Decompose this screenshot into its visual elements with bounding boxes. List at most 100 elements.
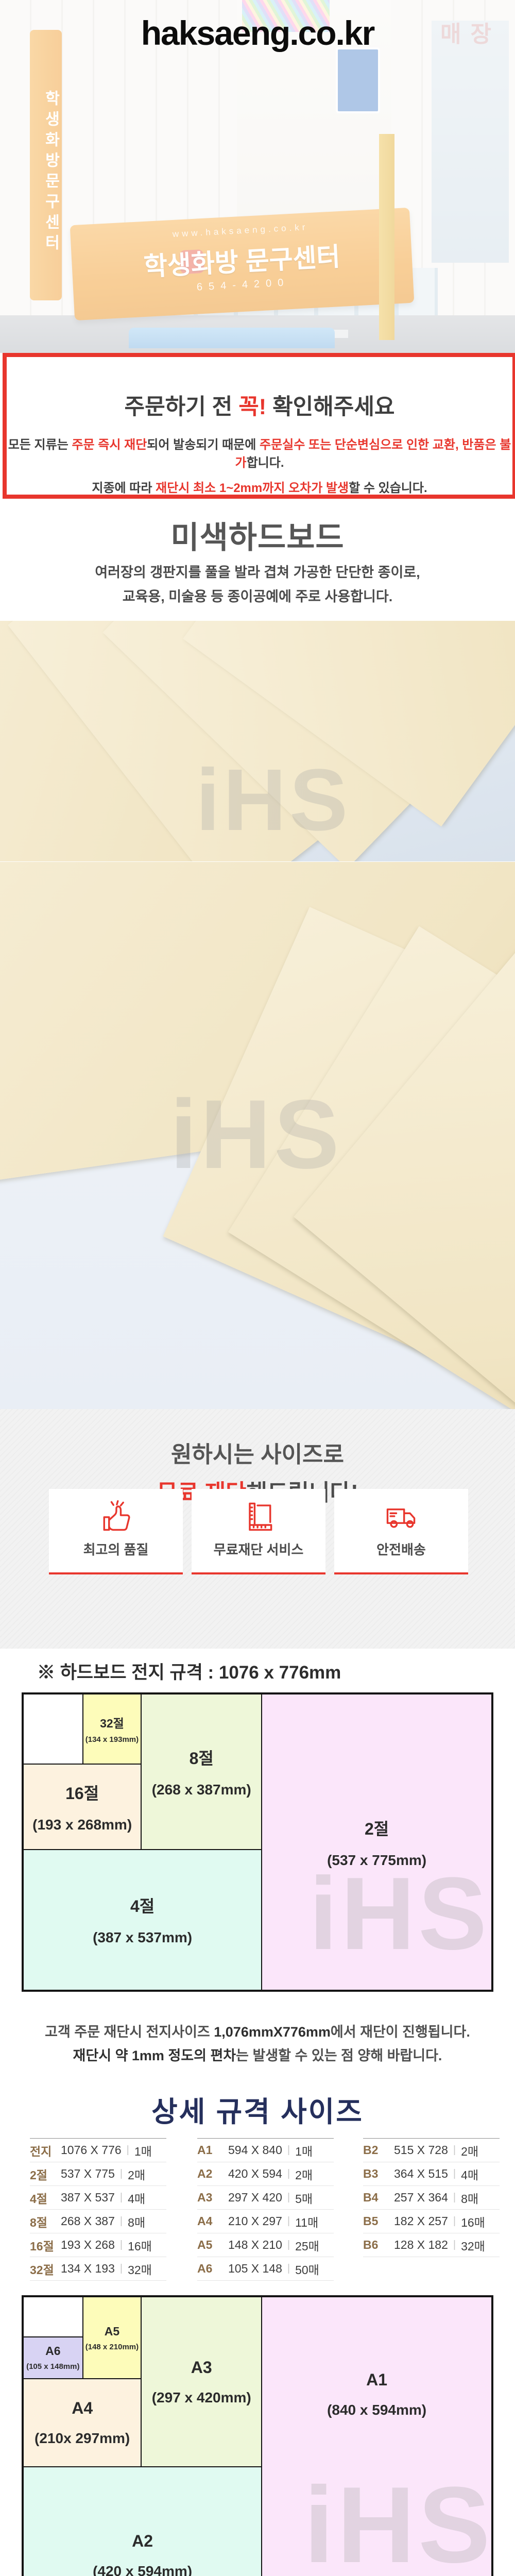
- card-label: 최고의 품질: [83, 1542, 149, 1557]
- table-row: B5 182 X 257 | 16매: [363, 2210, 500, 2233]
- feature-card-2: 무료재단 서비스: [192, 1489, 325, 1574]
- cell-name: 16절: [65, 1784, 99, 1803]
- row-label: 2절: [30, 2168, 47, 2182]
- row-divider: |: [119, 2215, 123, 2227]
- size-cell-A1: A1 (840 x 594mm): [262, 2297, 492, 2576]
- cell-dims: (134 x 193mm): [85, 1735, 139, 1744]
- cut-note-1: 고객 주문 재단시 전지사이즈 1,076mmX776mm에서 재단이 진행됩니…: [0, 2021, 515, 2041]
- row-size: 182 X 257: [394, 2214, 448, 2228]
- row-label: A3: [197, 2191, 213, 2204]
- table-row: B3 364 X 515 | 4매: [363, 2162, 500, 2186]
- row-divider: |: [287, 2192, 290, 2203]
- cell-dims: (210x 297mm): [35, 2430, 130, 2447]
- row-size: 515 X 728: [394, 2143, 448, 2157]
- size-cell-blank: [23, 2297, 83, 2337]
- row-count: 16매: [461, 2215, 485, 2229]
- text-segment: 주문하기 전: [124, 395, 239, 419]
- row-size: 134 X 193: [61, 2262, 115, 2275]
- row-label: 8절: [30, 2215, 47, 2229]
- watermark: iHS: [170, 1080, 342, 1189]
- thumbs-up-icon: [103, 1500, 130, 1531]
- row-size: 420 X 594: [228, 2167, 282, 2180]
- table-row: A3 297 X 420 | 5매: [197, 2186, 334, 2210]
- row-label: B5: [363, 2214, 379, 2228]
- text-segment: 재단시 최소 1~2mm까지 오차가 발생: [156, 481, 349, 495]
- cell-name: A5: [104, 2324, 120, 2338]
- row-divider: |: [126, 2144, 129, 2156]
- warning-frame: 주문하기 전 꼭! 확인해주세요 모든 지류는 주문 즉시 재단되어 발송되기 …: [3, 353, 515, 499]
- a-size-diagram: A6 (105 x 148mm) A5 (148 x 210mm) A4 (210x 29…: [22, 2295, 493, 2576]
- row-label: 4절: [30, 2192, 47, 2206]
- row-size: 364 X 515: [394, 2167, 448, 2180]
- cell-dims: (105 x 148mm): [26, 2362, 80, 2371]
- table-row: 16절 193 X 268 | 16매: [30, 2233, 166, 2257]
- product-description: 여러장의 갱판지를 풀을 발라 겹쳐 가공한 단단한 종이로, 교육용, 미술용…: [0, 561, 515, 609]
- product-photo-1: iHS: [0, 621, 515, 861]
- cell-name: A4: [72, 2399, 93, 2418]
- row-size: 105 X 148: [228, 2262, 282, 2275]
- size-table-group-3: B2 515 X 728 | 2매 B3 364 X 515 | 4매 B4 257 X 364 |…: [363, 2138, 500, 2257]
- size-table-heading: 상세 규격 사이즈: [151, 2096, 364, 2128]
- row-label: B6: [363, 2238, 379, 2251]
- text-segment: 모든 지류는: [8, 438, 72, 452]
- cell-dims: (268 x 387mm): [151, 1781, 251, 1798]
- watermark: iHS: [196, 751, 351, 849]
- cell-name: 2절: [364, 1819, 389, 1838]
- row-divider: |: [287, 2168, 290, 2179]
- cell-dims: (193 x 268mm): [32, 1816, 132, 1833]
- description-line-2: 교육용, 미술용 등 종이공예에 주로 사용합니다.: [122, 589, 393, 604]
- row-count: 25매: [295, 2239, 319, 2253]
- text-segment: 고객 주문 재단시 전지사이즈: [45, 2024, 214, 2040]
- row-count: 50매: [295, 2263, 319, 2277]
- cell-dims: (420 x 594mm): [93, 2563, 193, 2576]
- size-cell-8절: 8절 (268 x 387mm): [141, 1694, 262, 1850]
- table-row: 2절 537 X 775 | 2매: [30, 2162, 166, 2186]
- ruler-icon: [249, 1502, 272, 1531]
- size-cell-2절: 2절 (537 x 775mm): [262, 1694, 492, 1990]
- table-row: B2 515 X 728 | 2매: [363, 2139, 500, 2162]
- row-count: 2매: [295, 2168, 313, 2182]
- warning-line-2: 지종에 따라 재단시 최소 1~2mm까지 오차가 발생할 수 있습니다.: [7, 478, 512, 496]
- description-line-1: 여러장의 갱판지를 풀을 발라 겹쳐 가공한 단단한 종이로,: [95, 565, 420, 580]
- text-segment: 주문실수 또는 단순변심으로 인한 교환, 반품은 불가: [235, 438, 511, 470]
- row-label: A6: [197, 2262, 213, 2275]
- cell-name: 8절: [189, 1749, 214, 1768]
- size-cell-blank: [23, 1694, 83, 1764]
- row-size: 128 X 182: [394, 2238, 448, 2251]
- truck-icon: [386, 1508, 416, 1528]
- card-label: 안전배송: [376, 1542, 426, 1557]
- order-warning-box: 주문하기 전 꼭! 확인해주세요 모든 지류는 주문 즉시 재단되어 발송되기 …: [0, 353, 515, 499]
- size-cell-A3: A3 (297 x 420mm): [141, 2297, 262, 2467]
- table-row: B4 257 X 364 | 8매: [363, 2186, 500, 2210]
- photo-overlay: [0, 0, 515, 353]
- cell-name: A2: [132, 2531, 153, 2550]
- text-segment: 꼭!: [238, 395, 267, 419]
- row-size: 594 X 840: [228, 2143, 282, 2157]
- text-segment: 되어 발송되기 때문에: [147, 438, 260, 452]
- row-divider: |: [453, 2239, 456, 2250]
- cell-dims: (387 x 537mm): [93, 1929, 193, 1946]
- row-divider: |: [287, 2263, 290, 2274]
- size-cell-A6: A6 (105 x 148mm): [23, 2336, 83, 2379]
- row-label: 16절: [30, 2239, 54, 2253]
- row-count: 8매: [461, 2192, 479, 2206]
- cell-name: A3: [191, 2358, 212, 2377]
- text-segment: 는 발생할 수 있는 점 양해 바랍니다.: [236, 2048, 442, 2063]
- cell-name: 4절: [130, 1897, 155, 1916]
- size-cell-A2: A2 (420 x 594mm): [23, 2467, 262, 2576]
- cell-dims: (537 x 775mm): [327, 1852, 427, 1868]
- card-label: 무료재단 서비스: [213, 1542, 304, 1557]
- cell-dims: (148 x 210mm): [85, 2342, 139, 2351]
- row-divider: |: [453, 2192, 456, 2203]
- size-cell-32절: 32절 (134 x 193mm): [82, 1694, 142, 1764]
- row-divider: |: [119, 2263, 123, 2274]
- row-divider: |: [119, 2192, 123, 2203]
- watermark: iHS: [309, 1856, 490, 1971]
- table-row: 8절 268 X 387 | 8매: [30, 2210, 166, 2233]
- row-count: 5매: [295, 2192, 313, 2206]
- cell-name: A1: [366, 2370, 388, 2389]
- product-photo-2: iHS: [0, 862, 515, 1409]
- row-count: 16매: [128, 2239, 152, 2253]
- cell-name: A6: [45, 2344, 61, 2358]
